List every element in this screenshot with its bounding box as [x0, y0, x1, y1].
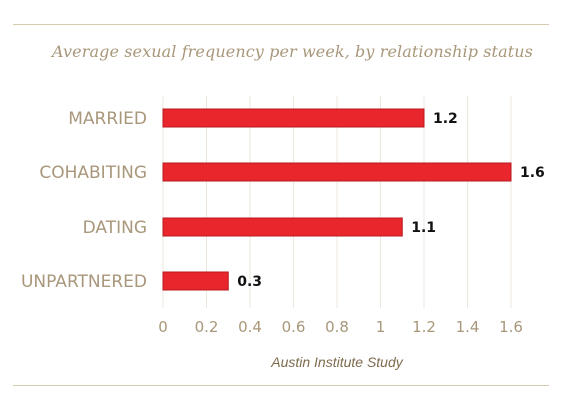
- bar-married: [162, 108, 425, 128]
- x-tick-label-3: 0.6: [282, 318, 306, 336]
- data-label-married: 1.2: [433, 111, 458, 127]
- x-tick-label-8: 1.6: [499, 318, 523, 336]
- x-tick-label-6: 1.2: [412, 318, 436, 336]
- category-label-married: MARRIED: [68, 109, 147, 129]
- x-tick-label-0: 0: [158, 318, 168, 336]
- x-tick-label-4: 0.8: [325, 318, 349, 336]
- x-tick-label-2: 0.4: [238, 318, 262, 336]
- data-label-dating: 1.1: [411, 220, 436, 236]
- top-rule: [13, 24, 549, 25]
- data-label-unpartnered: 0.3: [237, 274, 262, 290]
- bottom-rule: [13, 385, 549, 386]
- chart-caption: Austin Institute Study: [271, 354, 403, 370]
- bar-unpartnered: [162, 271, 229, 291]
- x-tick-label-7: 1.4: [456, 318, 480, 336]
- bar-dating: [162, 217, 403, 237]
- category-label-dating: DATING: [83, 218, 147, 238]
- category-label-cohabiting: COHABITING: [39, 163, 147, 183]
- data-label-cohabiting: 1.6: [520, 165, 545, 181]
- x-tick-label-1: 0.2: [195, 318, 219, 336]
- x-tick-label-5: 1: [376, 318, 386, 336]
- chart-title: Average sexual frequency per week, by re…: [52, 42, 533, 61]
- category-label-unpartnered: UNPARTNERED: [21, 272, 147, 292]
- bar-cohabiting: [162, 162, 512, 182]
